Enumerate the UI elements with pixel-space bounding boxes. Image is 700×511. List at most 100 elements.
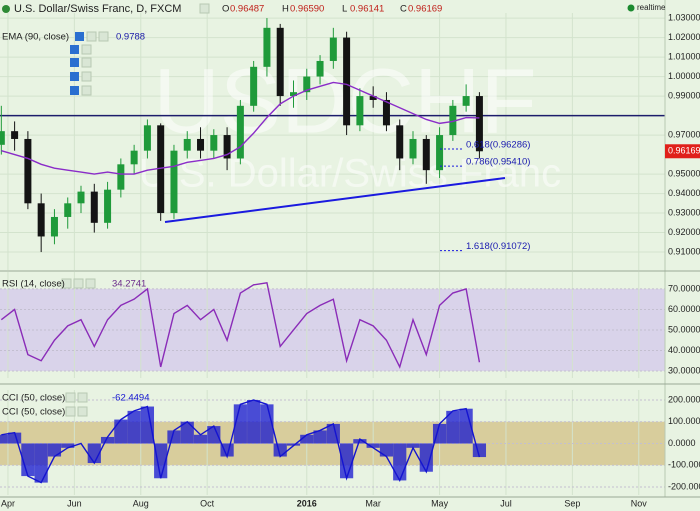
icon[interactable]	[73, 278, 84, 289]
quote-name: L	[342, 4, 347, 15]
bar	[406, 443, 420, 448]
candle-body	[276, 27, 284, 97]
candle-body	[130, 150, 138, 165]
bar	[61, 443, 75, 448]
candle-body	[436, 135, 444, 171]
icon[interactable]	[65, 392, 76, 403]
chart-title: U.S. Dollar/Swiss Franc, D, FXCM	[14, 3, 181, 15]
candle-body	[77, 191, 85, 204]
y-tick-label: 0.94000	[668, 188, 700, 198]
y-tick-label: 0.0000	[668, 438, 696, 448]
candle-body	[462, 96, 470, 106]
pane	[0, 272, 665, 378]
icon[interactable]	[70, 86, 79, 95]
candle-body	[343, 37, 351, 126]
candle-body	[197, 138, 205, 151]
indicator-value: 34.2741	[112, 279, 146, 290]
icon[interactable]	[98, 31, 109, 42]
indicator-value: 0.9788	[116, 32, 145, 43]
icon[interactable]	[81, 85, 92, 96]
bar	[154, 443, 168, 479]
indicator-value: -62.4494	[112, 393, 150, 404]
candle-body	[90, 191, 98, 223]
icon[interactable]	[81, 44, 92, 55]
y-tick-label: 0.95000	[668, 168, 700, 178]
y-tick-label: 60.0000	[668, 304, 700, 314]
y-tick-label: 1.00000	[668, 71, 700, 81]
bar	[34, 443, 48, 483]
candle-body	[475, 96, 483, 152]
x-tick-label: Oct	[200, 498, 215, 508]
candle-body	[303, 76, 311, 93]
bar	[260, 404, 274, 444]
candle-body	[369, 96, 377, 100]
candle-body	[396, 125, 404, 159]
quote-value: 0.96487	[230, 4, 264, 15]
bar	[393, 443, 407, 481]
fib-label: 1.618(0.91072)	[466, 241, 530, 252]
icon[interactable]	[86, 31, 97, 42]
candle-body	[356, 96, 364, 126]
icon[interactable]	[65, 406, 76, 417]
icon[interactable]	[70, 58, 79, 67]
bar	[432, 423, 447, 444]
bar	[114, 419, 128, 444]
x-tick-label: Apr	[1, 498, 15, 508]
candle-body	[223, 135, 231, 159]
candle-body	[382, 99, 390, 126]
y-tick-label: 0.97000	[668, 129, 700, 139]
bar	[180, 421, 194, 444]
quote-value: 0.96590	[290, 4, 324, 15]
x-tick-label: Jul	[500, 498, 512, 508]
candle-body	[104, 189, 112, 223]
icon[interactable]	[75, 32, 84, 41]
icon[interactable]	[70, 45, 79, 54]
icon[interactable]	[81, 71, 92, 82]
y-tick-label: 0.91000	[668, 246, 700, 256]
trendline	[164, 176, 506, 224]
icon[interactable]	[70, 72, 79, 81]
indicator-label: RSI (14, close)	[2, 279, 65, 290]
price-tag	[665, 144, 700, 159]
line	[1, 81, 480, 175]
y-tick-label: 0.92000	[668, 227, 700, 237]
bar	[21, 443, 35, 477]
candle-body	[11, 131, 19, 139]
symbol-icon	[2, 5, 10, 13]
x-tick-label: Aug	[133, 498, 149, 508]
bar	[446, 410, 460, 444]
pane	[0, 390, 665, 495]
candle-body	[422, 138, 430, 171]
icon[interactable]	[199, 3, 210, 14]
candle-body	[250, 66, 258, 106]
icon[interactable]	[77, 392, 88, 403]
y-tick-label: -200.0000	[668, 481, 700, 491]
bar	[366, 443, 380, 448]
icon[interactable]	[81, 57, 92, 68]
x-tick-label: Sep	[564, 498, 580, 508]
y-tick-label: 40.0000	[668, 345, 700, 355]
icon[interactable]	[85, 278, 96, 289]
bar	[47, 443, 62, 457]
icon[interactable]	[77, 406, 88, 417]
candle-body	[64, 203, 72, 217]
candle-body	[316, 60, 324, 77]
y-tick-label: 70.0000	[668, 283, 700, 293]
bar	[379, 443, 394, 457]
bar	[193, 434, 208, 444]
candle-body	[143, 125, 151, 151]
y-tick-label: 1.03000	[668, 12, 700, 22]
candle-body	[117, 164, 125, 190]
candle-body	[0, 131, 5, 145]
candle-body	[409, 138, 417, 159]
bar	[127, 410, 141, 444]
indicator-label: CCI (50, close)	[2, 393, 65, 404]
x-tick-label: Mar	[365, 498, 381, 508]
x-tick-label: May	[431, 498, 449, 508]
icon[interactable]	[61, 278, 72, 289]
candle-body	[263, 27, 271, 67]
quote-value: 0.96141	[350, 4, 384, 15]
candle-body	[210, 135, 218, 151]
bar	[220, 443, 234, 457]
